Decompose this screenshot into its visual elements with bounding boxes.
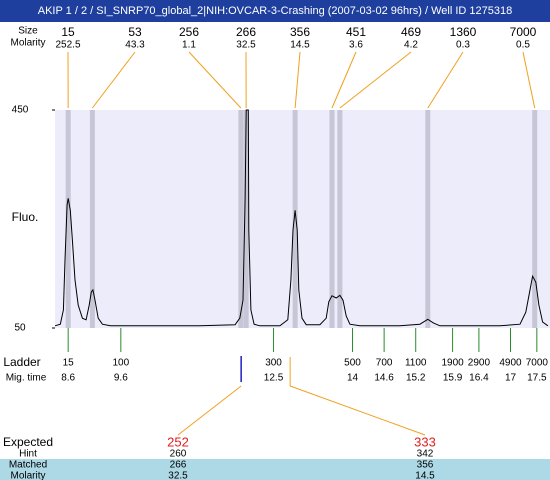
expected-matched: 266 bbox=[170, 460, 187, 471]
size-header: Size bbox=[18, 26, 38, 37]
ladder-time: 8.6 bbox=[61, 373, 75, 384]
y-axis-label: Fluo. bbox=[12, 210, 39, 224]
peak-connector bbox=[522, 51, 536, 109]
peak-band bbox=[65, 110, 71, 328]
peak-size: 53 bbox=[128, 25, 142, 39]
peak-size: 451 bbox=[346, 25, 366, 39]
peak-connector bbox=[294, 51, 301, 109]
peak-size: 15 bbox=[61, 25, 75, 39]
peak-band bbox=[238, 110, 244, 328]
ladder-time: 17.5 bbox=[527, 373, 547, 384]
row-label: Hint bbox=[19, 449, 37, 460]
peak-size: 256 bbox=[179, 25, 199, 39]
peak-band bbox=[329, 110, 335, 328]
chart-title: AKIP 1 / 2 / SI_SNRP70_global_2|NIH:OVCA… bbox=[38, 5, 512, 17]
ladder-size: 100 bbox=[112, 358, 129, 369]
row-highlight bbox=[0, 459, 550, 480]
mig-time-label: Mig. time bbox=[6, 373, 47, 384]
ladder-size: 2900 bbox=[468, 358, 491, 369]
peak-molarity: 43.3 bbox=[125, 40, 145, 51]
expected-label: Expected bbox=[3, 435, 53, 449]
ladder-size: 1900 bbox=[441, 358, 464, 369]
peak-molarity: 4.2 bbox=[404, 40, 418, 51]
peak-molarity: 0.3 bbox=[456, 40, 470, 51]
ladder-size: 15 bbox=[63, 358, 75, 369]
title-bar bbox=[0, 0, 550, 22]
expected-molarity: 14.5 bbox=[415, 471, 435, 480]
ladder-size: 500 bbox=[344, 358, 361, 369]
ladder-time: 15.9 bbox=[443, 373, 463, 384]
ladder-time: 14 bbox=[347, 373, 359, 384]
ladder-size: 1100 bbox=[405, 358, 427, 369]
plot-area bbox=[55, 110, 550, 328]
ladder-size: 7000 bbox=[526, 358, 549, 369]
match-connector bbox=[289, 357, 426, 436]
trace bbox=[54, 109, 549, 327]
peak-size: 7000 bbox=[510, 25, 537, 39]
ladder-time: 17 bbox=[505, 373, 517, 384]
row-label: Molarity bbox=[10, 471, 45, 480]
peak-connector bbox=[188, 51, 242, 109]
peak-molarity: 3.6 bbox=[349, 40, 363, 51]
ladder-size: 4900 bbox=[499, 358, 522, 369]
ladder-time: 12.5 bbox=[264, 373, 284, 384]
ladder-label: Ladder bbox=[3, 355, 40, 369]
peak-molarity: 14.5 bbox=[290, 40, 310, 51]
expected-value: 252 bbox=[167, 434, 189, 449]
peak-molarity: 1.1 bbox=[182, 40, 196, 51]
expected-hint: 342 bbox=[417, 449, 434, 460]
peak-band bbox=[532, 110, 538, 328]
expected-hint: 260 bbox=[170, 449, 187, 460]
peak-size: 469 bbox=[401, 25, 421, 39]
expected-value: 333 bbox=[414, 434, 436, 449]
peak-size: 266 bbox=[236, 25, 256, 39]
expected-matched: 356 bbox=[417, 460, 434, 471]
ladder-time: 14.6 bbox=[374, 373, 394, 384]
peak-connector bbox=[339, 51, 412, 109]
peak-size: 1360 bbox=[450, 25, 477, 39]
peak-molarity: 32.5 bbox=[236, 40, 256, 51]
peak-connector bbox=[331, 51, 357, 109]
peak-band bbox=[243, 110, 249, 328]
match-connector bbox=[177, 385, 242, 436]
peak-band bbox=[425, 110, 431, 328]
peak-molarity: 252.5 bbox=[55, 40, 80, 51]
peak-connector bbox=[427, 51, 464, 109]
y-tick-label: 50 bbox=[14, 323, 26, 334]
peak-band bbox=[337, 110, 343, 328]
molarity-header: Molarity bbox=[10, 38, 45, 49]
ladder-size: 300 bbox=[265, 358, 282, 369]
row-label: Matched bbox=[9, 460, 47, 471]
peak-band bbox=[89, 110, 95, 328]
peak-band bbox=[292, 110, 298, 328]
peak-connector bbox=[91, 51, 136, 109]
peak-size: 356 bbox=[290, 25, 310, 39]
ladder-time: 16.4 bbox=[469, 373, 489, 384]
ladder-size: 700 bbox=[376, 358, 393, 369]
peak-molarity: 0.5 bbox=[516, 40, 530, 51]
ladder-time: 15.2 bbox=[406, 373, 426, 384]
expected-molarity: 32.5 bbox=[168, 471, 188, 480]
y-tick-label: 450 bbox=[12, 105, 29, 116]
ladder-time: 9.6 bbox=[114, 373, 128, 384]
